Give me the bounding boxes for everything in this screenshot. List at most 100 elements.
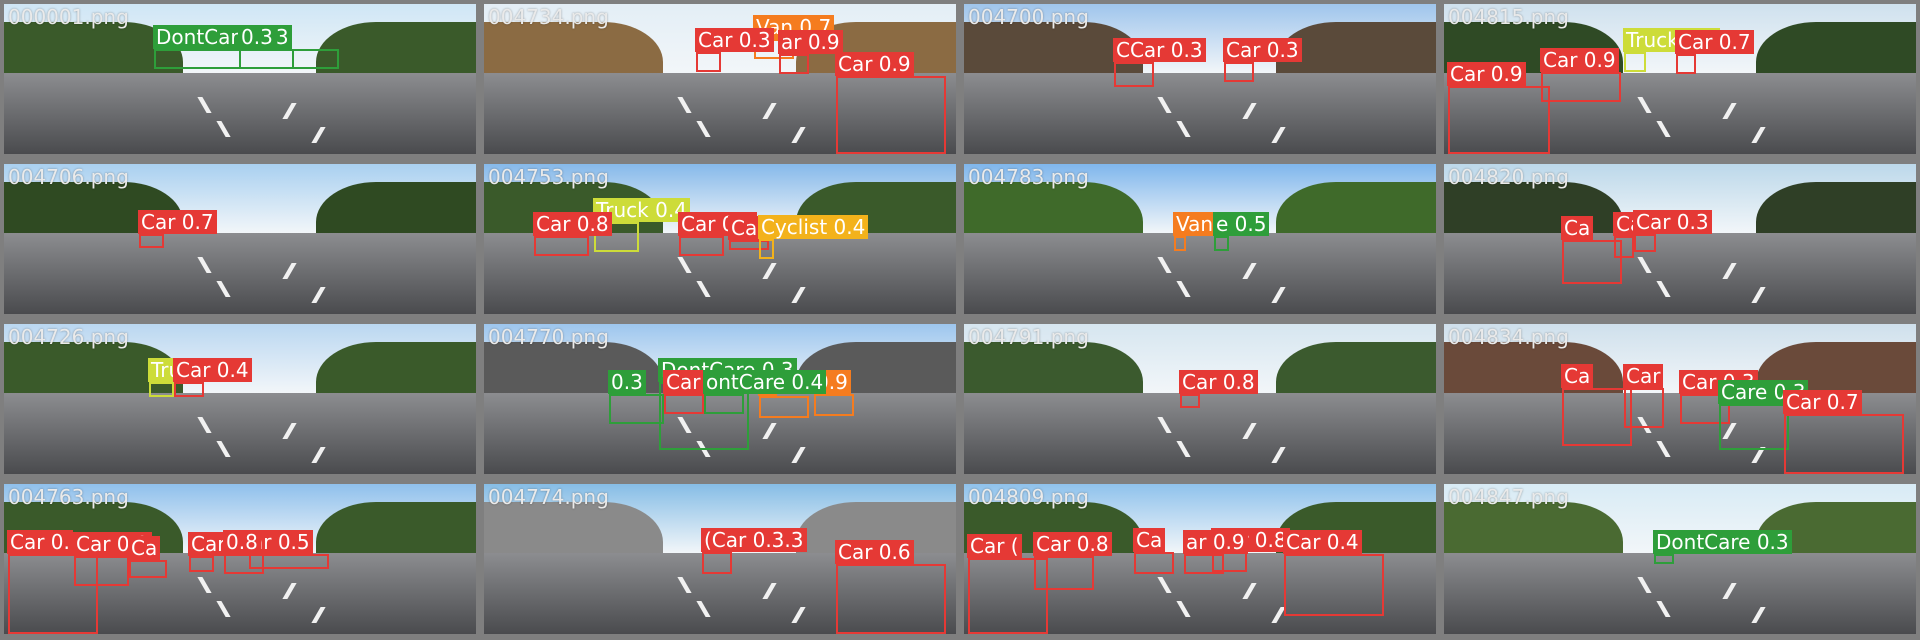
- detection-label: (Car 0.3.3: [701, 528, 807, 552]
- detection-dontcare: Care 0.3: [1718, 380, 1809, 450]
- detection-label: Ca: [1561, 364, 1594, 388]
- detection-car: Car: [1623, 364, 1664, 428]
- detection-label: Car 0.7: [138, 210, 217, 234]
- detection-van: 0.9: [813, 370, 854, 416]
- detection-car: Car 0.8: [1179, 370, 1258, 408]
- bounding-box: [1180, 394, 1200, 408]
- detection-label: Car 0.3: [695, 28, 774, 52]
- detection-label: Car 0.8: [1033, 532, 1112, 556]
- detection-label: Car 0.7: [1675, 30, 1754, 54]
- result-image-tile: Van 0.7 Car 0.3 ar 0.9 Car 0.9 004734.png: [484, 4, 956, 154]
- bounding-box: [836, 76, 946, 154]
- bounding-box: [1214, 236, 1229, 251]
- detection-label: Ca: [1133, 528, 1166, 552]
- result-image-tile: CCar 0.3 Car 0.3 004700.png: [964, 4, 1436, 154]
- image-filename: 004700.png: [968, 5, 1089, 29]
- detection-label: ar 0.9: [1183, 530, 1248, 554]
- detection-dontcare: ontCare 0.4: [703, 370, 827, 414]
- detection-label: Cyclist 0.4: [758, 215, 869, 239]
- detection-car: Car 0.3: [1223, 38, 1302, 82]
- bounding-box: [139, 234, 164, 248]
- bounding-box: [1541, 72, 1621, 102]
- bounding-box: [729, 240, 769, 250]
- result-image-tile: Car 0.9 Truck 0.8 Car 0.7 Car 0.9 004815.png: [1444, 4, 1916, 154]
- image-filename: 004847.png: [1448, 485, 1569, 509]
- bounding-box: [779, 54, 809, 74]
- detection-label: Car 0.7: [1783, 390, 1862, 414]
- detection-car: Car 0.3: [695, 28, 774, 72]
- detection-car: Ca: [1133, 528, 1174, 574]
- image-filename: 004820.png: [1448, 165, 1569, 189]
- detection-label: Car 0.4: [1283, 530, 1362, 554]
- detection-label: Car 0.8: [533, 212, 612, 236]
- street-scene-photo: [1444, 324, 1916, 474]
- detection-label: ar 0.9: [778, 30, 843, 54]
- street-scene-photo: [964, 164, 1436, 314]
- detection-label: Car 0.: [7, 530, 73, 554]
- image-filename: 004791.png: [968, 325, 1089, 349]
- detection-car: CCar 0.3: [1113, 38, 1206, 87]
- detection-car: ar 0.9: [778, 30, 843, 74]
- bounding-box: [1224, 62, 1254, 82]
- bounding-box: [696, 52, 721, 72]
- detection-label: Car 0.9: [835, 52, 914, 76]
- detection-label: Car (: [967, 534, 1022, 558]
- result-image-tile: DontCare 0.3 0.3 000001.png: [4, 4, 476, 154]
- detection-car: Car 0.9: [1540, 48, 1621, 102]
- detection-car: Car 0.9: [73, 532, 152, 586]
- detection-label: Car 0.3: [1633, 210, 1712, 234]
- bounding-box: [74, 556, 129, 586]
- detection-car: (Car 0.3.3: [701, 528, 807, 574]
- bounding-box: [1184, 554, 1224, 574]
- detection-car: Ca: [1613, 212, 1646, 258]
- bounding-box: [1614, 236, 1634, 258]
- bounding-box: [249, 554, 329, 569]
- image-filename: 004774.png: [488, 485, 609, 509]
- detection-truck: Truck 0.8: [1623, 28, 1720, 72]
- image-filename: 004706.png: [8, 165, 129, 189]
- bounding-box: [609, 394, 664, 424]
- detection-label: Ca: [128, 536, 161, 560]
- result-image-tile: Truck 0.4 Car 0.8 Car 0.4 Car Cyclist 0.4 004…: [484, 164, 956, 314]
- bounding-box: [149, 382, 174, 397]
- result-image-tile: Ca Ca Car 0.3 004820.png: [1444, 164, 1916, 314]
- detection-car: Car 0.8: [1033, 532, 1112, 590]
- bounding-box: [968, 558, 1048, 634]
- image-filename: 004726.png: [8, 325, 129, 349]
- detection-car: Ca: [1561, 216, 1622, 284]
- result-image-tile: Car (Car 0.8 Ca Car 0.8 Car 0.4 ar 0.9 004809…: [964, 484, 1436, 634]
- bounding-box: [1680, 394, 1730, 424]
- bounding-box: [1676, 54, 1696, 74]
- bounding-box: [594, 222, 639, 252]
- result-image-tile: Car 0.7 004706.png: [4, 164, 476, 314]
- bounding-box: [1448, 86, 1550, 154]
- detection-label: Ca: [1561, 216, 1594, 240]
- detection-car: Car 0.4: [663, 370, 742, 414]
- detection-car: Car (: [967, 534, 1048, 634]
- bounding-box: [1624, 388, 1664, 428]
- bounding-box: [1562, 388, 1632, 446]
- bounding-box: [1654, 554, 1674, 564]
- bounding-box: [759, 239, 774, 259]
- detection-dontcare: 0.3: [608, 370, 664, 424]
- bounding-box: [1034, 556, 1094, 590]
- detection-cyclist: Cyclist 0.4: [758, 215, 869, 259]
- image-filename: 004734.png: [488, 5, 609, 29]
- detection-label: Car 0.8: [1179, 370, 1258, 394]
- detection-car: Car 0.9: [1447, 62, 1550, 154]
- detection-car: Car 0.6: [835, 540, 946, 634]
- image-filename: 004770.png: [488, 325, 609, 349]
- bounding-box: [814, 394, 854, 416]
- bounding-box: [534, 236, 589, 256]
- detection-car: Car 0.8: [533, 212, 612, 256]
- detection-label: DontCare 0.3: [1653, 530, 1792, 554]
- image-filename: 004809.png: [968, 485, 1089, 509]
- result-image-tile: DontCare 0.3 004847.png: [1444, 484, 1916, 634]
- detection-car: Car 0.7: [138, 210, 217, 248]
- bounding-box: [224, 554, 264, 574]
- detection-label: CCar 0.3: [1113, 38, 1206, 62]
- bounding-box: [1174, 236, 1186, 251]
- bounding-box: [1719, 404, 1789, 450]
